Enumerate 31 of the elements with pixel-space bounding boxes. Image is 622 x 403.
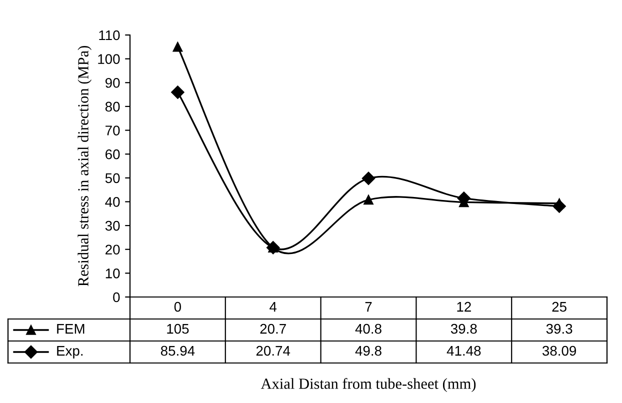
data-label: 38.09	[542, 346, 576, 356]
y-tick-label: 10	[106, 268, 120, 278]
x-tick-label: 12	[457, 302, 471, 312]
data-label: 20.7	[260, 324, 286, 334]
data-label: 20.74	[256, 346, 290, 356]
y-tick-label: 110	[99, 30, 120, 40]
x-tick-label: 25	[552, 302, 566, 312]
y-tick-label: 30	[105, 220, 120, 231]
legend-label: FEM	[57, 324, 84, 334]
data-label: 39.8	[450, 324, 477, 334]
legend-label: Exp.	[57, 346, 83, 358]
y-tick-label: 40	[105, 197, 120, 207]
data-label: 41.48	[446, 346, 481, 356]
data-label: 39.3	[546, 324, 572, 334]
y-tick-label: 0	[113, 292, 120, 302]
y-tick-label: 90	[105, 78, 120, 88]
data-label: 105	[167, 324, 189, 334]
x-tick-label: 4	[270, 302, 277, 312]
y-tick-label: 50	[105, 173, 120, 184]
x-tick-label: 0	[174, 302, 182, 312]
data-label: 49.8	[355, 346, 382, 356]
x-axis-title: Axial Distan from tube-sheet (mm)	[260, 378, 476, 392]
y-axis-title: Residual stress in axial direction (MPa)	[78, 46, 92, 286]
y-tick-label: 60	[106, 149, 120, 160]
y-tick-label: 100	[98, 54, 120, 64]
y-tick-label: 80	[105, 102, 120, 112]
data-label: 85.94	[160, 346, 195, 356]
data-label: 40.8	[355, 324, 382, 334]
y-tick-label: 20	[106, 244, 120, 255]
y-tick-label: 70	[106, 126, 120, 136]
x-tick-label: 7	[365, 302, 372, 312]
